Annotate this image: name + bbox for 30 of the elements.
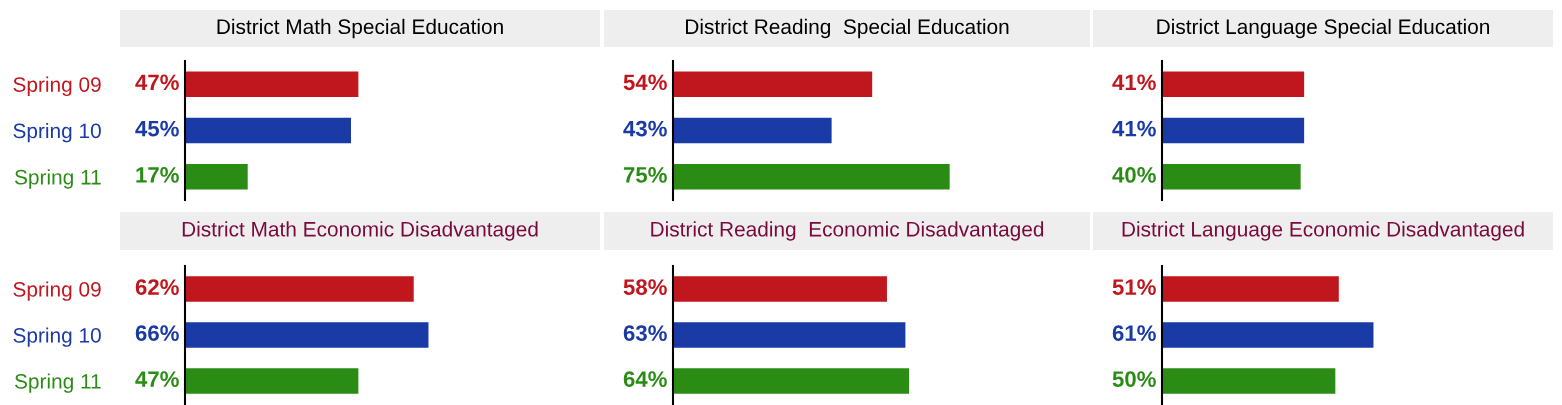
data-label: 58% — [623, 279, 667, 295]
data-label: 41% — [1112, 74, 1156, 91]
chart-title: District Math Special Education — [217, 18, 503, 39]
data-label: 54% — [623, 74, 667, 91]
data-label: 40% — [1112, 167, 1156, 183]
data-label: 51% — [1112, 279, 1156, 295]
data-label: 61% — [1112, 325, 1156, 341]
data-label: 43% — [623, 120, 667, 137]
data-label: 62% — [135, 279, 179, 295]
data-label: 47% — [135, 371, 179, 387]
y-tick-label: Spring 09 — [13, 281, 101, 301]
chart-title: District Language Special Education — [1157, 18, 1490, 39]
data-label: 75% — [623, 167, 667, 183]
data-label: 45% — [135, 120, 179, 137]
data-label: 50% — [1112, 371, 1156, 387]
chart-title: District Reading Economic Disadvantaged — [651, 221, 1044, 241]
chart-title: District Language Economic Disadvantaged — [1122, 221, 1524, 241]
y-tick-label: Spring 11 — [14, 169, 101, 189]
data-label: 47% — [135, 74, 179, 91]
data-label: 41% — [1112, 120, 1156, 137]
data-label: 17% — [136, 167, 179, 183]
chart-title: District Reading Special Education — [686, 18, 1009, 39]
data-label: 63% — [623, 325, 667, 341]
data-label: 64% — [623, 371, 667, 387]
chart-title: District Math Economic Disadvantaged — [182, 221, 538, 241]
data-label: 66% — [135, 325, 179, 341]
y-tick-label: Spring 11 — [14, 373, 101, 393]
y-tick-label: Spring 10 — [13, 327, 101, 347]
y-tick-label: Spring 10 — [13, 122, 101, 143]
y-tick-label: Spring 09 — [13, 76, 101, 97]
